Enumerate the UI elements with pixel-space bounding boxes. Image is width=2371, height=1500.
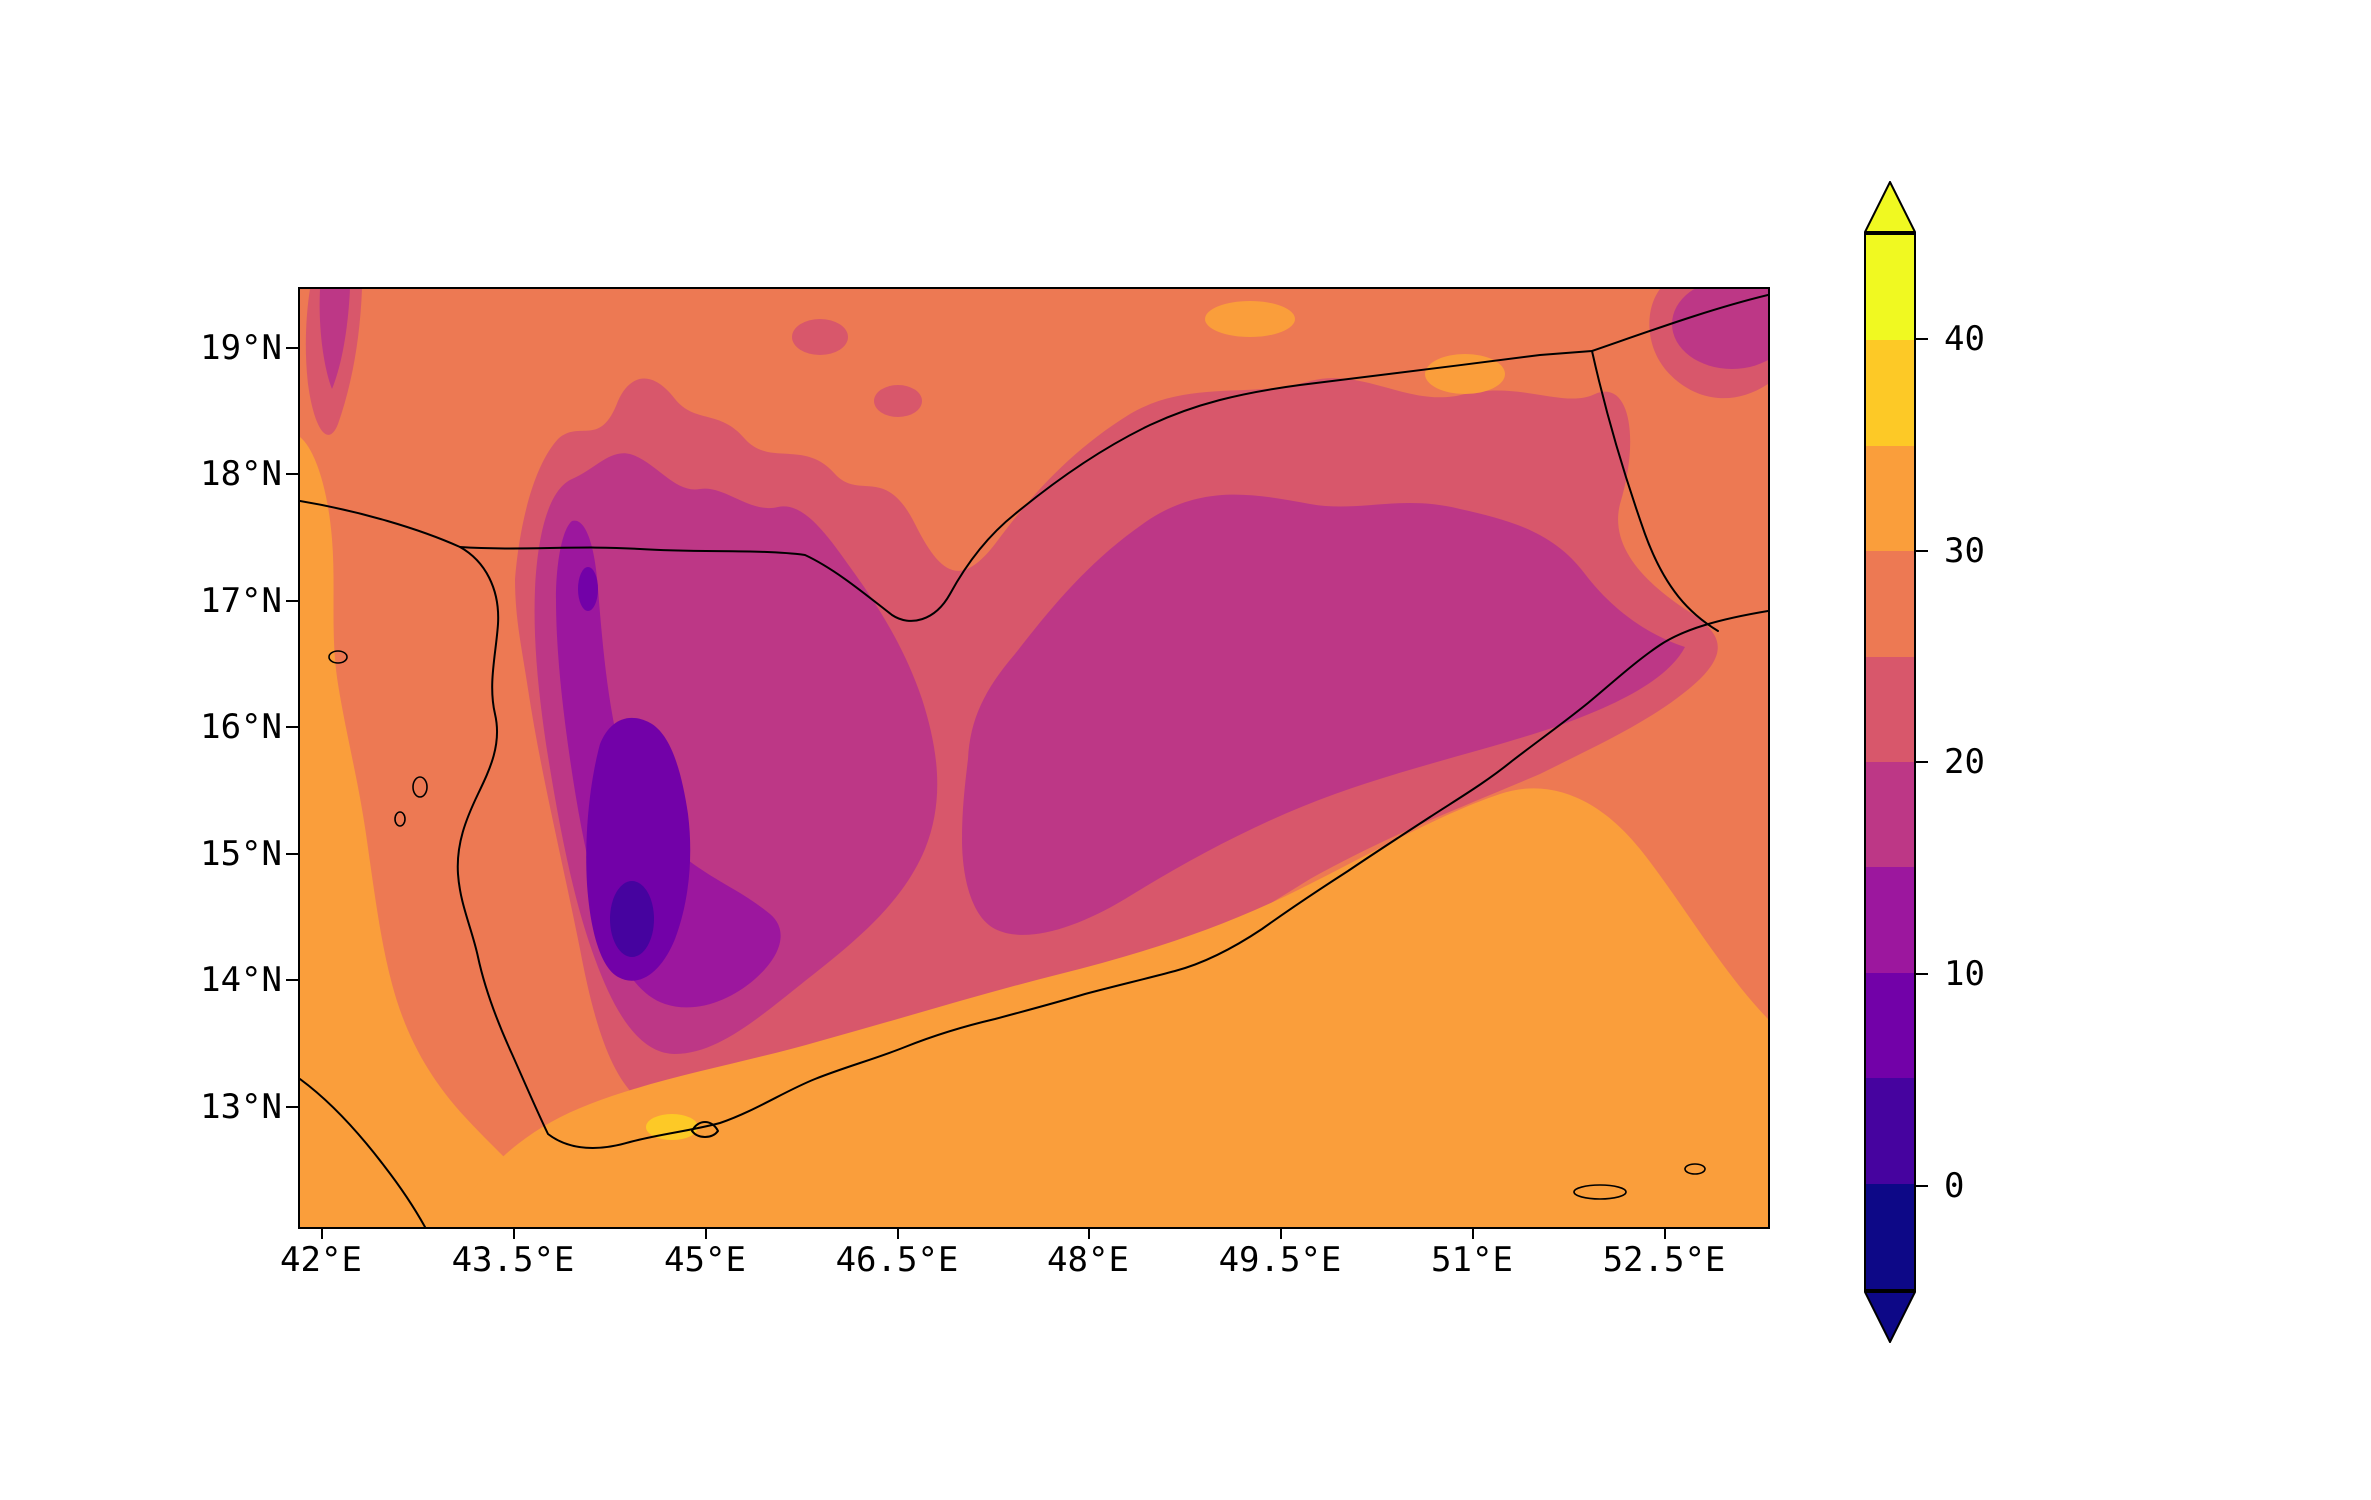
x-tick-mark [897,1227,899,1239]
y-tick-label: 17°N [200,581,282,621]
x-tick-label: 45°E [664,1240,746,1280]
y-tick-mark [286,1106,298,1108]
colorbar-tick-mark [1916,550,1928,552]
contour-tongue-15-20-topleft [319,289,350,389]
contour-patch-20-25 [874,385,922,417]
x-tick-mark [1088,1227,1090,1239]
contour-patch-30-35-north [1425,354,1505,394]
x-tick-label: 46.5°E [835,1240,959,1280]
x-tick-mark [1664,1227,1666,1239]
y-tick-label: 14°N [200,960,282,1000]
x-tick-mark [1280,1227,1282,1239]
x-tick-label: 48°E [1047,1240,1129,1280]
contour-band-30-35-west-coast [300,437,568,1227]
colorbar-tick-label: 20 [1944,742,1985,782]
x-tick-mark [513,1227,515,1239]
colorbar-band [1866,762,1914,868]
contour-band-30-35-south [450,788,1768,1227]
colorbar-tick-mark [1916,761,1928,763]
colorbar-body [1864,233,1916,1291]
y-tick-label: 16°N [200,707,282,747]
coastline-arabia [300,500,1768,1149]
x-tick-label: 51°E [1431,1240,1513,1280]
island-outline [1573,1184,1627,1200]
colorbar-tick-label: 0 [1944,1166,1965,1206]
contour-patch-15-20-topright [1672,289,1768,369]
colorbar-band [1866,445,1914,552]
colorbar [1864,181,1916,1343]
colorbar-tick-mark [1916,973,1928,975]
x-tick-label: 42°E [280,1240,362,1280]
x-tick-label: 52.5°E [1602,1240,1726,1280]
y-tick-label: 18°N [200,454,282,494]
colorbar-tick-label: 30 [1944,531,1985,571]
contour-spot-35-40-aden [646,1114,698,1140]
colorbar-band [1866,235,1914,341]
temperature-contour-map [300,289,1768,1227]
border-saudi-yemen [459,294,1768,622]
x-tick-mark [1472,1227,1474,1239]
colorbar-band [1866,656,1914,763]
border-oman-yemen [1591,350,1719,632]
island-outline [394,811,406,827]
contour-spot-5-10 [578,567,598,611]
x-tick-label: 49.5°E [1218,1240,1342,1280]
y-tick-label: 15°N [200,834,282,874]
y-tick-mark [286,979,298,981]
colorbar-band [1866,972,1914,1079]
y-tick-mark [286,600,298,602]
y-tick-mark [286,726,298,728]
contour-spot-0-5 [610,881,654,957]
colorbar-tick-mark [1916,338,1928,340]
colorbar-band [1866,1183,1914,1290]
island-outline [328,650,348,664]
coastline-africa [300,1078,426,1227]
y-tick-label: 19°N [200,328,282,368]
colorbar-tick-label: 40 [1944,319,1985,359]
colorbar-tick-label: 10 [1944,954,1985,994]
island-outline [1684,1163,1706,1175]
y-tick-label: 13°N [200,1087,282,1127]
colorbar-over-arrow [1864,181,1916,233]
y-tick-mark [286,473,298,475]
contour-patch-30-35-north [1205,301,1295,337]
colorbar-under-arrow [1864,1291,1916,1343]
colorbar-band [1866,551,1914,657]
x-tick-mark [321,1227,323,1239]
y-tick-mark [286,853,298,855]
colorbar-tick-mark [1916,1185,1928,1187]
island-outline [412,776,428,798]
map-plot-area [298,287,1770,1229]
y-tick-mark [286,347,298,349]
contour-band-15-20-east [962,494,1685,935]
x-tick-label: 43.5°E [451,1240,575,1280]
coastline-aden-peninsula [691,1121,719,1138]
x-tick-mark [705,1227,707,1239]
colorbar-band [1866,340,1914,446]
colorbar-band [1866,1078,1914,1184]
contour-patch-20-25 [792,319,848,355]
colorbar-band [1866,867,1914,973]
